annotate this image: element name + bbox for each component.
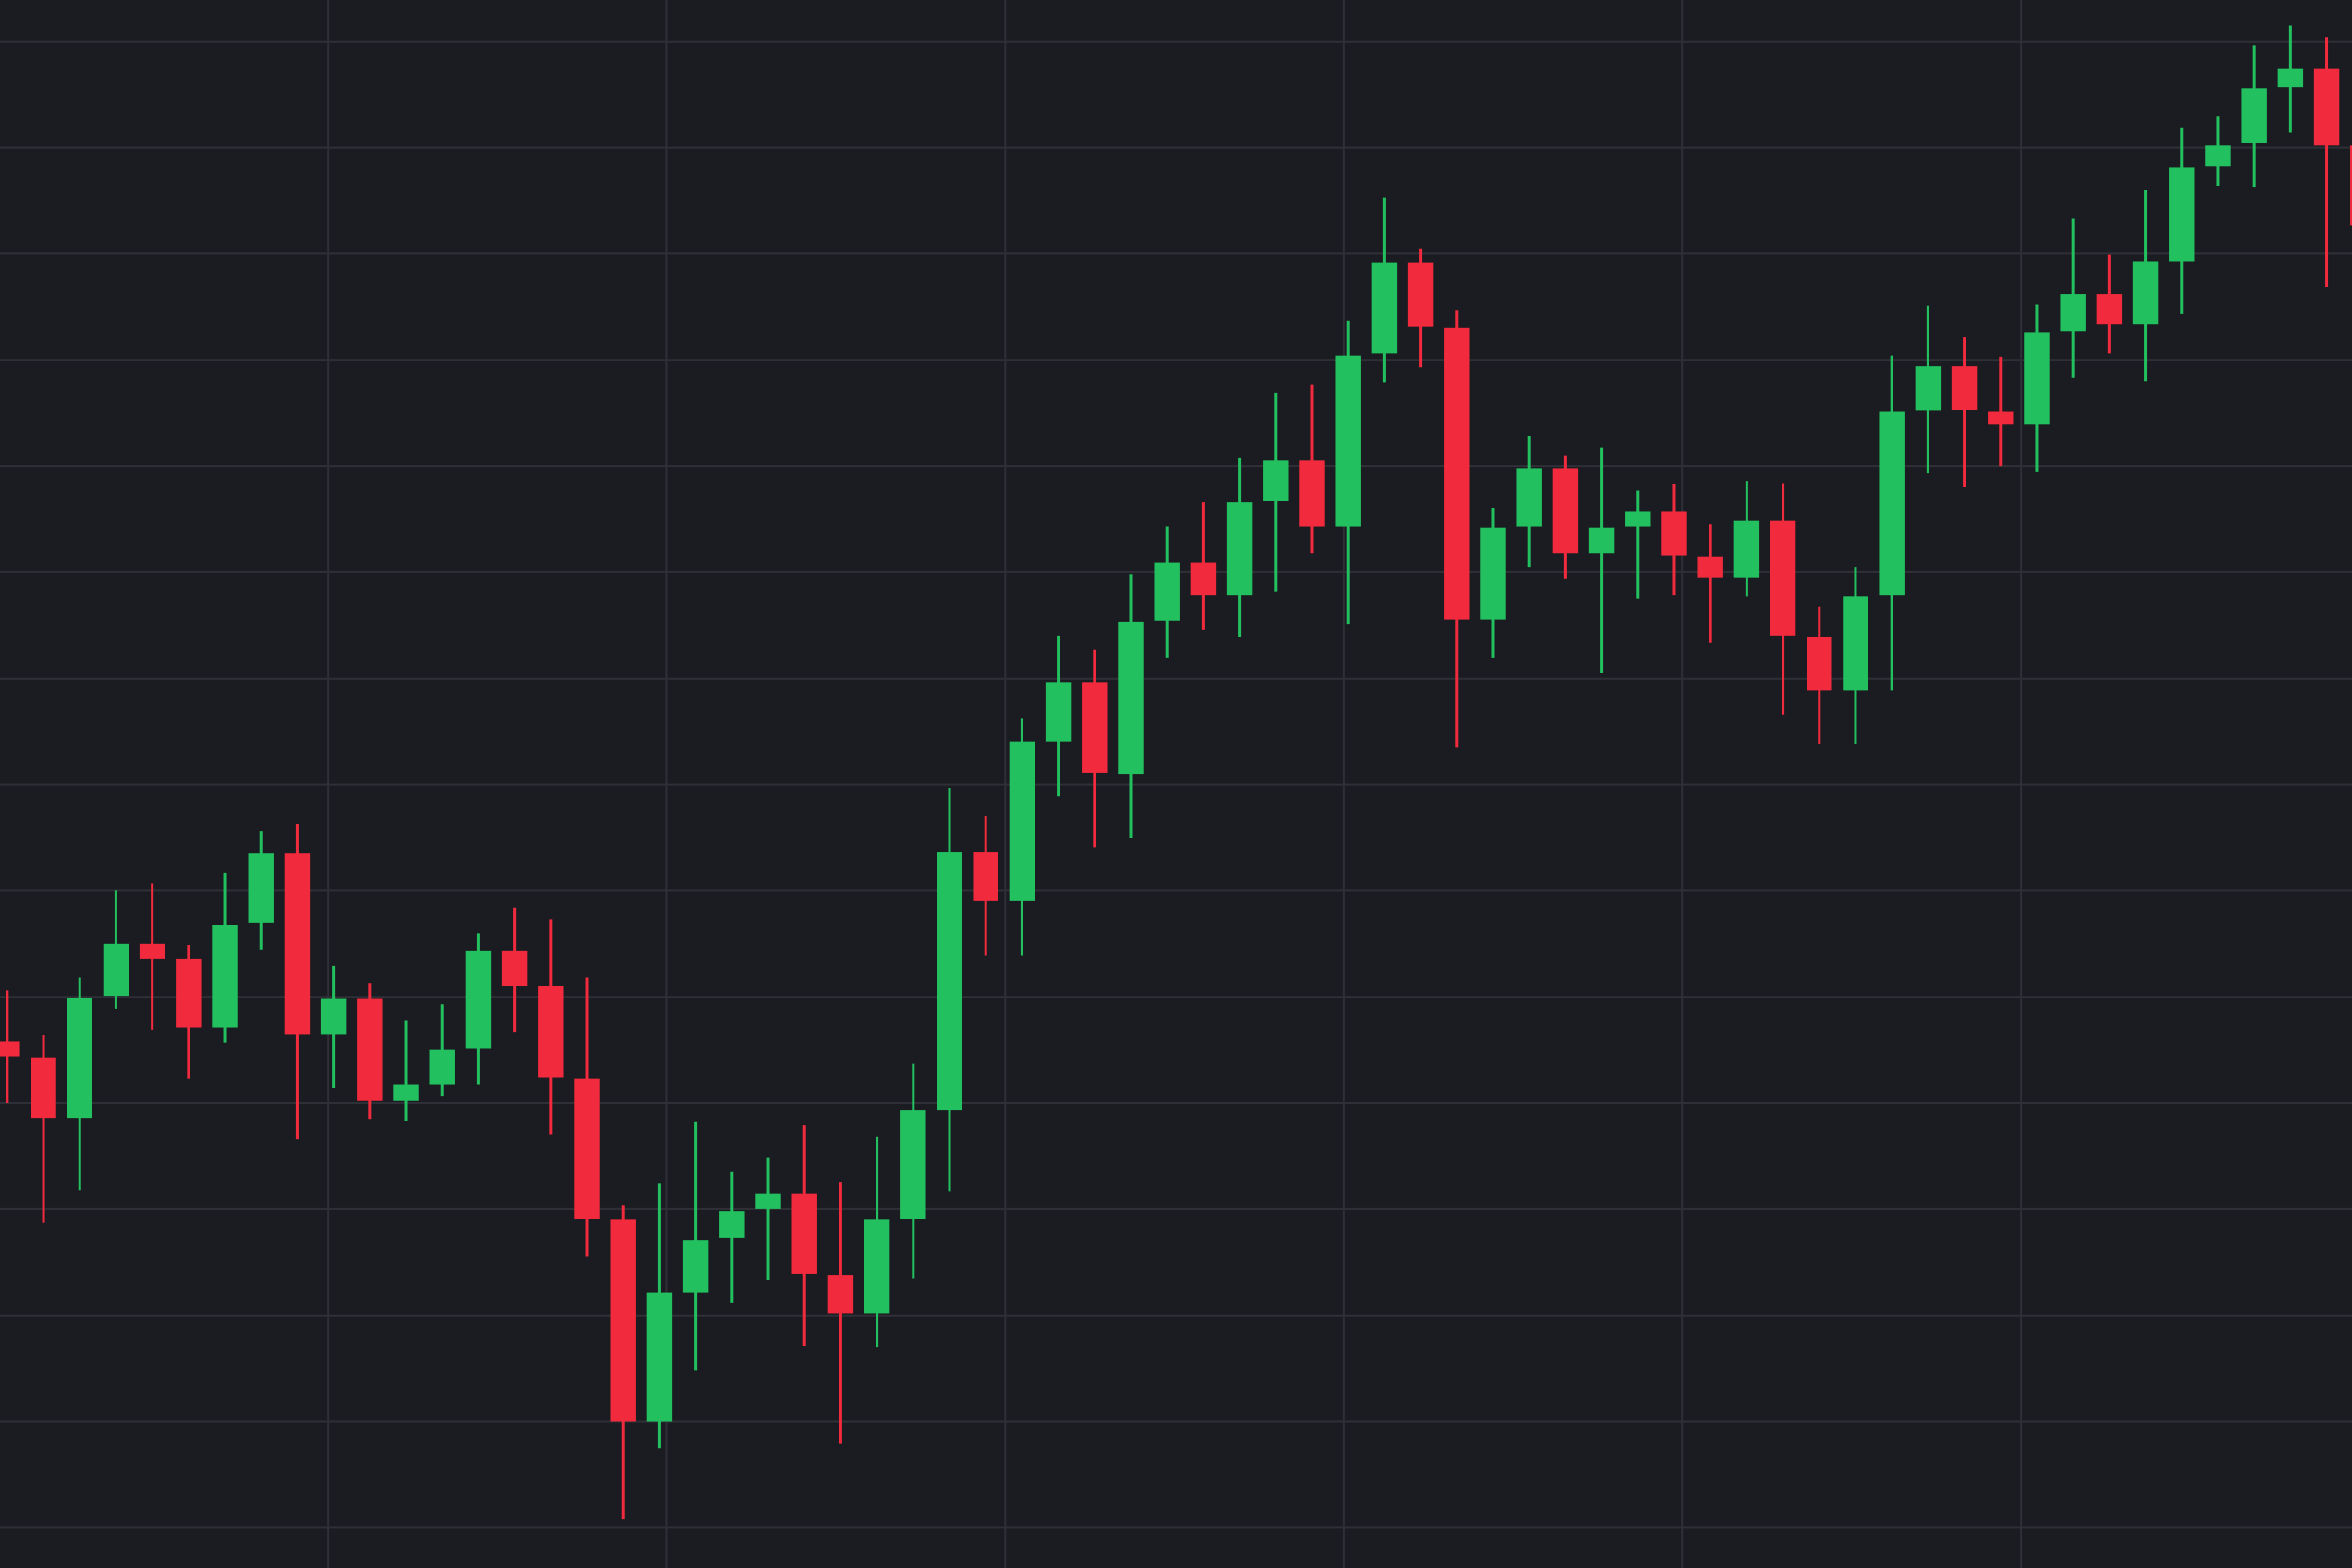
candle-body (2096, 294, 2123, 325)
candle-body (67, 998, 92, 1119)
candle-body (1588, 527, 1615, 554)
candle-body (0, 1041, 20, 1057)
candle-body (900, 1110, 926, 1219)
candle-body (2024, 332, 2050, 425)
candle-body (1480, 527, 1506, 620)
candle-body (682, 1240, 709, 1293)
candle-body (1407, 262, 1434, 327)
candle-body (1082, 682, 1108, 773)
candle-body (719, 1211, 745, 1238)
candle-body (791, 1193, 817, 1274)
candle-body (2350, 145, 2352, 226)
candle-body (538, 986, 564, 1078)
candle-body (176, 958, 202, 1028)
candle-body (1263, 460, 1289, 501)
candle-body (1009, 741, 1035, 901)
candle-body (1118, 621, 1144, 775)
candle-body (1807, 636, 1832, 691)
candle-body (139, 943, 165, 959)
candle-body (284, 853, 311, 1035)
candle-body (2241, 88, 2267, 144)
candle-body (2277, 68, 2304, 88)
candle-body (248, 853, 274, 923)
candle-body (1552, 468, 1579, 554)
candle-body (1335, 355, 1361, 527)
candle-body (827, 1275, 854, 1314)
candle-body (2132, 261, 2159, 325)
candle-body (1697, 556, 1723, 578)
candle-body (1733, 520, 1760, 578)
candle-body (357, 998, 383, 1101)
candle-body (393, 1084, 419, 1101)
candle-body (2060, 294, 2086, 332)
candle-body (212, 925, 238, 1028)
candle-body (1444, 327, 1470, 620)
candle-body (1190, 562, 1217, 596)
candle-body (646, 1292, 673, 1422)
candle-body (1045, 682, 1072, 742)
candle-body (2205, 145, 2231, 167)
candle-body (429, 1049, 455, 1085)
candle-body (1988, 411, 2014, 425)
candle-body (973, 852, 998, 901)
candle-body (501, 950, 528, 986)
candle-body (2313, 68, 2340, 146)
candle-body (574, 1078, 600, 1219)
candle-body (1516, 468, 1542, 527)
candle-body (1661, 511, 1687, 556)
candle-body (103, 943, 129, 997)
candle-body (2169, 167, 2195, 262)
candle-body (1625, 511, 1651, 527)
candle-body (465, 950, 492, 1049)
candle-body (1843, 596, 1868, 691)
candle-body (1371, 262, 1398, 354)
candle-body (320, 998, 347, 1035)
candle-body (937, 852, 962, 1111)
candle-body (1770, 520, 1796, 636)
candle-body (1951, 366, 1978, 410)
candle-body (755, 1193, 781, 1209)
candle-body (31, 1057, 56, 1119)
candle-body (1879, 411, 1905, 596)
candle-body (1154, 562, 1180, 621)
candle-body (1226, 502, 1253, 596)
candle-body (1915, 366, 1942, 411)
candle-body (610, 1219, 636, 1422)
candle-body (864, 1219, 890, 1314)
candle-body (1299, 460, 1325, 527)
